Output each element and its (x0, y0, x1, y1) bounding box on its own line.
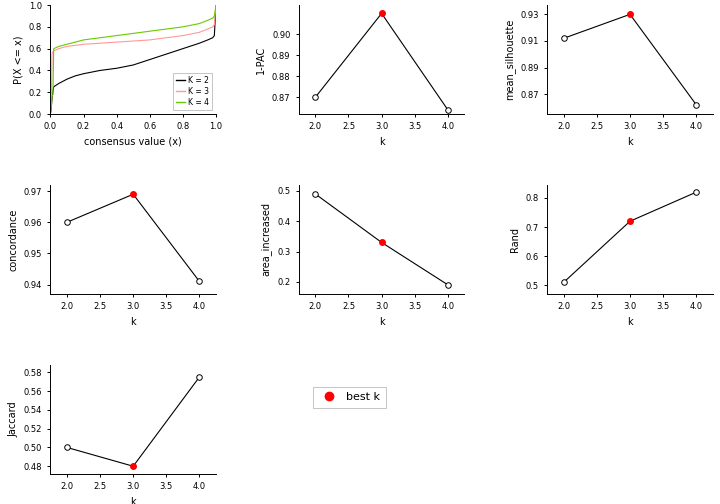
Legend: best k: best k (312, 387, 385, 408)
Y-axis label: mean_silhouette: mean_silhouette (504, 19, 515, 100)
X-axis label: k: k (130, 317, 136, 327)
Y-axis label: area_increased: area_increased (261, 203, 271, 276)
X-axis label: consensus value (x): consensus value (x) (84, 137, 182, 147)
Y-axis label: Jaccard: Jaccard (8, 402, 18, 437)
Y-axis label: 1-PAC: 1-PAC (256, 45, 266, 74)
X-axis label: k: k (379, 137, 384, 147)
Y-axis label: Rand: Rand (510, 227, 520, 252)
X-axis label: k: k (130, 496, 136, 504)
Legend: K = 2, K = 3, K = 4: K = 2, K = 3, K = 4 (173, 73, 212, 110)
Y-axis label: concordance: concordance (8, 208, 18, 271)
X-axis label: k: k (627, 317, 633, 327)
X-axis label: k: k (627, 137, 633, 147)
Y-axis label: P(X <= x): P(X <= x) (13, 35, 23, 84)
X-axis label: k: k (379, 317, 384, 327)
